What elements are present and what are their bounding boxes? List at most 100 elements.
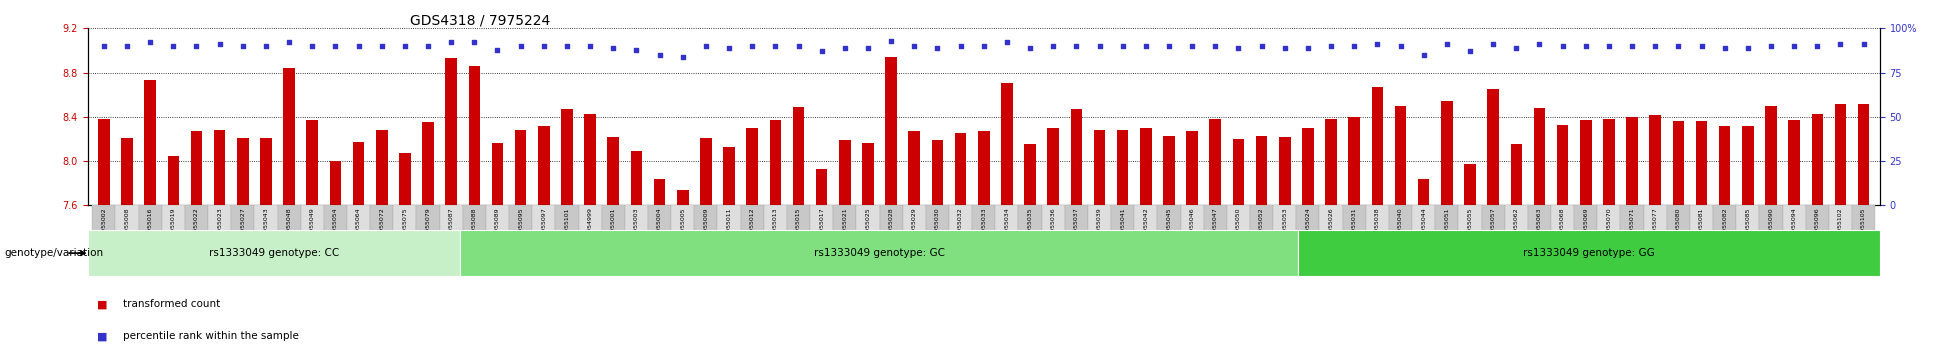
Point <box>1617 43 1648 49</box>
Text: GSM955068: GSM955068 <box>1560 207 1564 245</box>
Bar <box>1718 126 1730 205</box>
Bar <box>329 161 341 205</box>
Bar <box>282 68 294 205</box>
Bar <box>649 205 672 276</box>
Bar <box>538 126 549 205</box>
Bar <box>678 190 688 205</box>
Text: GSM955023: GSM955023 <box>216 207 222 245</box>
Bar <box>1233 139 1245 205</box>
Text: GSM955046: GSM955046 <box>1190 207 1194 245</box>
Bar <box>972 205 995 276</box>
Text: GSM955040: GSM955040 <box>1399 207 1403 245</box>
Point <box>1362 41 1393 47</box>
Point <box>645 52 676 58</box>
Point <box>158 43 189 49</box>
Point <box>1038 43 1069 49</box>
Text: GSM955029: GSM955029 <box>912 207 918 245</box>
Text: GSM955063: GSM955063 <box>1537 207 1543 245</box>
Text: GSM955015: GSM955015 <box>797 207 801 245</box>
Point <box>1338 43 1369 49</box>
Bar <box>1412 205 1436 276</box>
Text: GSM955077: GSM955077 <box>1652 207 1658 245</box>
Bar <box>1116 130 1128 205</box>
Text: GSM955003: GSM955003 <box>633 207 639 245</box>
Text: GSM955047: GSM955047 <box>1214 207 1218 245</box>
Text: GSM955042: GSM955042 <box>1143 207 1147 245</box>
Bar <box>1134 205 1157 276</box>
Point <box>251 43 282 49</box>
Text: GSM955004: GSM955004 <box>656 207 662 245</box>
Text: GSM955053: GSM955053 <box>1282 207 1288 245</box>
Text: GSM955026: GSM955026 <box>1329 207 1334 245</box>
Point <box>273 40 304 45</box>
Bar <box>1782 205 1806 276</box>
Bar <box>1418 179 1430 205</box>
Text: GSM955101: GSM955101 <box>565 207 569 245</box>
Text: GSM955021: GSM955021 <box>842 207 847 245</box>
Text: GSM955019: GSM955019 <box>171 207 175 245</box>
Bar <box>1066 205 1087 276</box>
Point <box>1223 45 1255 51</box>
Text: GSM955062: GSM955062 <box>1514 207 1519 245</box>
Bar <box>1650 115 1662 205</box>
Bar <box>1551 205 1574 276</box>
Text: rs1333049 genotype: GC: rs1333049 genotype: GC <box>814 248 945 258</box>
Text: transformed count: transformed count <box>123 299 220 309</box>
Point <box>875 38 906 44</box>
Text: GSM955012: GSM955012 <box>750 207 754 245</box>
Bar <box>1691 205 1712 276</box>
Point <box>366 43 397 49</box>
Point <box>760 43 791 49</box>
Text: GSM955049: GSM955049 <box>310 207 316 245</box>
Point <box>1315 43 1346 49</box>
Text: GSM955002: GSM955002 <box>101 207 107 245</box>
Point <box>921 45 953 51</box>
Bar <box>955 133 966 205</box>
Text: GSM955033: GSM955033 <box>982 207 986 245</box>
Point <box>134 40 166 45</box>
Bar <box>376 130 388 205</box>
Bar <box>423 122 434 205</box>
Bar <box>740 205 764 276</box>
Bar <box>1371 87 1383 205</box>
Bar <box>208 205 232 276</box>
Bar <box>1504 205 1527 276</box>
Bar <box>1256 136 1268 205</box>
Text: GSM955028: GSM955028 <box>888 207 894 245</box>
Bar <box>1574 205 1597 276</box>
Bar <box>1667 205 1691 276</box>
Bar <box>1140 128 1151 205</box>
Bar <box>514 130 526 205</box>
Bar <box>277 205 300 276</box>
Bar <box>185 205 208 276</box>
Bar <box>300 205 323 276</box>
Text: GSM955085: GSM955085 <box>1745 207 1751 245</box>
Bar <box>162 205 185 276</box>
Text: rs1333049 genotype: GG: rs1333049 genotype: GG <box>1523 248 1654 258</box>
Point <box>296 43 327 49</box>
Text: GSM955041: GSM955041 <box>1120 207 1126 245</box>
Text: GSM955081: GSM955081 <box>1699 207 1704 245</box>
Bar <box>834 205 857 276</box>
Bar <box>214 130 226 205</box>
Bar <box>699 138 711 205</box>
Point <box>528 43 559 49</box>
Point <box>1106 43 1138 49</box>
Point <box>1292 45 1323 51</box>
Bar <box>625 205 649 276</box>
Bar <box>655 179 666 205</box>
Text: GSM955069: GSM955069 <box>1584 207 1588 245</box>
Bar <box>1274 205 1295 276</box>
Text: GSM955022: GSM955022 <box>195 207 199 245</box>
Text: GSM955079: GSM955079 <box>425 207 431 245</box>
Text: GSM955090: GSM955090 <box>1769 207 1773 245</box>
Bar <box>1157 205 1180 276</box>
Bar <box>1163 136 1175 205</box>
Point <box>1779 43 1810 49</box>
Bar <box>857 205 880 276</box>
Bar <box>908 131 919 205</box>
Text: GSM955048: GSM955048 <box>286 207 292 245</box>
Bar <box>925 205 949 276</box>
Bar <box>393 205 417 276</box>
Point <box>898 43 929 49</box>
